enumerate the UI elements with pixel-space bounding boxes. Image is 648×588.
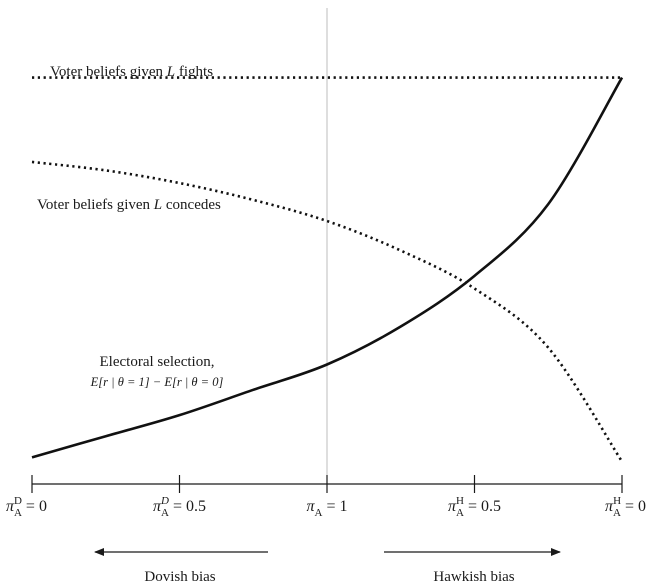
dovish-bias-label: Dovish bias [144, 569, 215, 585]
x-tick-label: πH A = 0.5 [448, 495, 501, 519]
selection-label: Electoral selection, [100, 354, 215, 370]
hawkish-bias-label: Hawkish bias [433, 569, 514, 585]
selection-formula: E[r | θ = 1] − E[r | θ = 0] [90, 375, 224, 389]
series-line-concedes [31, 160, 624, 463]
x-tick-label: πH A = 0 [605, 495, 646, 519]
concedes-label: Voter beliefs given L concedes [37, 197, 221, 213]
x-tick-label: πD A = 0 [6, 495, 47, 519]
fights-label: Voter beliefs given L fights [50, 64, 213, 80]
x-tick-layer: πD A = 0 πD A = 0.5 πA = 1 πH A = 0.5 πH A = 0 [6, 475, 646, 519]
x-tick-label: πD A = 0.5 [153, 495, 206, 519]
x-tick-label: πA = 1 [307, 498, 348, 519]
series-layer [31, 76, 624, 463]
series-line-selection [31, 76, 624, 459]
